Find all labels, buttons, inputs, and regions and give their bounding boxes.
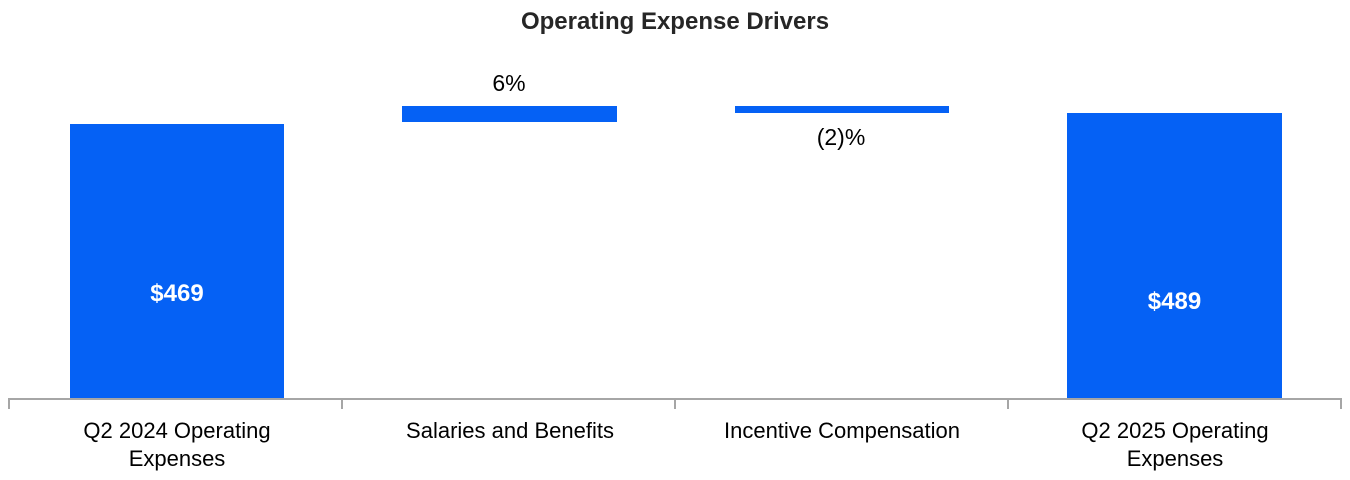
category-label-q2-2025-operating-expenses: Q2 2025 Operating Expenses: [1081, 418, 1269, 471]
category-label-incentive-compensation: Incentive Compensation: [723, 418, 961, 443]
x-axis-tick: [1340, 398, 1342, 409]
category-label-q2-2024-operating-expenses: Q2 2024 Operating Expenses: [83, 418, 271, 471]
bar-value-label-q2-2025: $489: [1147, 288, 1202, 315]
chart-title: Operating Expense Drivers: [520, 8, 830, 35]
bar-salaries-and-benefits: [402, 106, 617, 122]
bar-value-label-incentive-pct: (2)%: [816, 124, 866, 150]
bar-value-label-q2-2024: $469: [150, 280, 204, 307]
bar-value-label-salaries-pct: 6%: [492, 70, 526, 96]
bar-q2-2025-operating-expenses: [1067, 113, 1282, 398]
x-axis-tick: [8, 398, 10, 409]
bar-incentive-compensation: [735, 106, 949, 113]
x-axis-tick: [341, 398, 343, 409]
x-axis-tick: [1007, 398, 1009, 409]
category-label-salaries-and-benefits: Salaries and Benefits: [406, 418, 614, 443]
x-axis-tick: [674, 398, 676, 409]
bar-q2-2024-operating-expenses: [70, 124, 284, 398]
